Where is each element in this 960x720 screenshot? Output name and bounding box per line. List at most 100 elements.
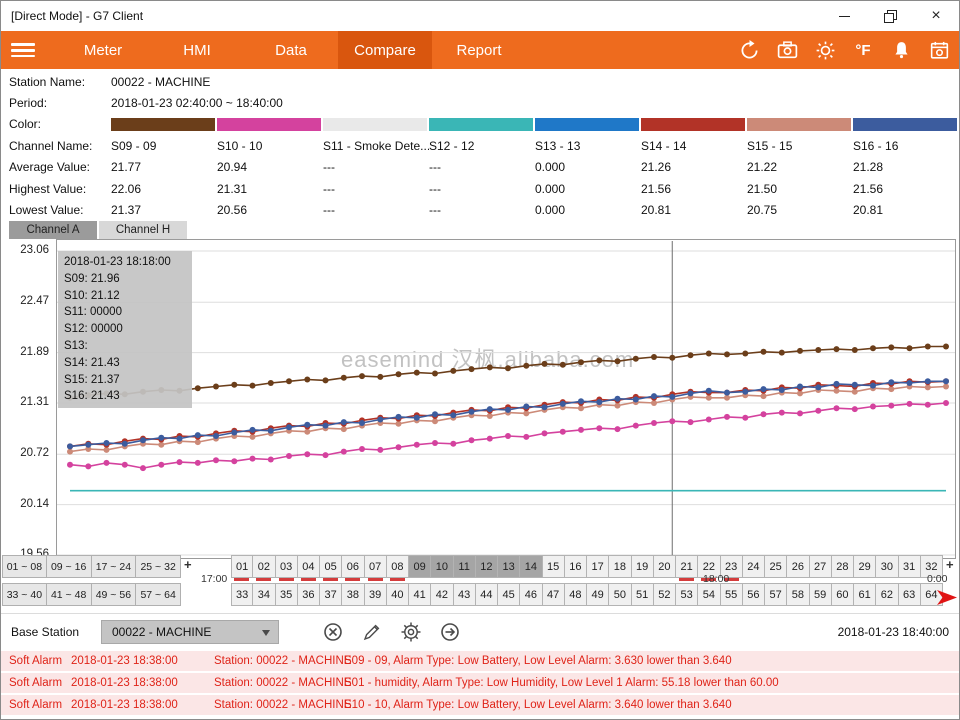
- channel-number-cell[interactable]: 13: [498, 555, 520, 578]
- channel-group-cell[interactable]: 01 ~ 08: [2, 555, 47, 578]
- settings-gear-icon[interactable]: [399, 620, 423, 644]
- channel-color-swatch: [747, 118, 851, 131]
- channel-number-cell[interactable]: 14: [520, 555, 542, 578]
- channel-number-cell[interactable]: 59: [810, 583, 832, 606]
- channel-number-cell[interactable]: 61: [854, 583, 876, 606]
- channel-number-cell[interactable]: 28: [832, 555, 854, 578]
- channel-number-cell[interactable]: 06: [342, 555, 364, 578]
- channel-number-cell[interactable]: 36: [298, 583, 320, 606]
- alarm-row[interactable]: Soft Alarm2018-01-23 18:38:00Station: 00…: [1, 651, 959, 671]
- alarm-record-icon[interactable]: [927, 38, 951, 62]
- channel-number-cell[interactable]: 47: [543, 583, 565, 606]
- expand-left-button[interactable]: +: [184, 557, 192, 572]
- nav-tab-data[interactable]: Data: [244, 31, 338, 69]
- channel-group-cell[interactable]: 25 ~ 32: [136, 555, 181, 578]
- channel-number-cell[interactable]: 38: [342, 583, 364, 606]
- alarm-row[interactable]: Soft Alarm2018-01-23 18:38:00Station: 00…: [1, 673, 959, 693]
- channel-number-cell[interactable]: 46: [520, 583, 542, 606]
- channel-number-cell[interactable]: 19: [632, 555, 654, 578]
- channel-number-cell[interactable]: 49: [587, 583, 609, 606]
- alarm-row[interactable]: Soft Alarm2018-01-23 18:38:00Station: 00…: [1, 695, 959, 715]
- channel-number-cell[interactable]: 03: [276, 555, 298, 578]
- channel-number-cell[interactable]: 27: [810, 555, 832, 578]
- channel-number-cell[interactable]: 26: [787, 555, 809, 578]
- channel-number-cell[interactable]: 12: [476, 555, 498, 578]
- channel-number-cell[interactable]: 44: [476, 583, 498, 606]
- channel-number-cell[interactable]: 42: [431, 583, 453, 606]
- channel-group-cell[interactable]: 41 ~ 48: [47, 583, 92, 606]
- nav-tab-report[interactable]: Report: [432, 31, 526, 69]
- channel-number-cell[interactable]: 52: [654, 583, 676, 606]
- channel-number-cell[interactable]: 21: [676, 555, 698, 578]
- channel-number-cell[interactable]: 37: [320, 583, 342, 606]
- channel-number-cell[interactable]: 01: [231, 555, 253, 578]
- channel-number-cell[interactable]: 48: [565, 583, 587, 606]
- channel-number-cell[interactable]: 17: [587, 555, 609, 578]
- channel-number-cell[interactable]: 24: [743, 555, 765, 578]
- channel-number-cell[interactable]: 33: [231, 583, 253, 606]
- channel-number-cell[interactable]: 55: [721, 583, 743, 606]
- channel-number-cell[interactable]: 53: [676, 583, 698, 606]
- channel-number-cell[interactable]: 31: [899, 555, 921, 578]
- cancel-icon[interactable]: [321, 620, 345, 644]
- channel-number-cell[interactable]: 56: [743, 583, 765, 606]
- channel-number-cell[interactable]: 43: [454, 583, 476, 606]
- channel-number-cell[interactable]: 20: [654, 555, 676, 578]
- channel-number-cell[interactable]: 11: [454, 555, 476, 578]
- channel-number-cell[interactable]: 63: [899, 583, 921, 606]
- channel-group-cell[interactable]: 09 ~ 16: [47, 555, 92, 578]
- channel-number-cell[interactable]: 40: [387, 583, 409, 606]
- channel-number-cell[interactable]: 62: [876, 583, 898, 606]
- channel-number-cell[interactable]: 57: [765, 583, 787, 606]
- nav-tab-hmi[interactable]: HMI: [150, 31, 244, 69]
- channel-number-cell[interactable]: 04: [298, 555, 320, 578]
- fahrenheit-toggle[interactable]: °F: [851, 38, 875, 62]
- channel-number-cell[interactable]: 50: [609, 583, 631, 606]
- channel-number-cell[interactable]: 18: [609, 555, 631, 578]
- close-button[interactable]: ×: [913, 1, 959, 31]
- channel-number-cell[interactable]: 15: [543, 555, 565, 578]
- channel-number-cell[interactable]: 45: [498, 583, 520, 606]
- next-page-arrow-icon[interactable]: [937, 589, 957, 611]
- minimize-button[interactable]: [821, 1, 867, 31]
- apply-arrow-icon[interactable]: [438, 620, 462, 644]
- channel-number-cell[interactable]: 09: [409, 555, 431, 578]
- channel-group-cell[interactable]: 17 ~ 24: [92, 555, 137, 578]
- channel-number-cell[interactable]: 25: [765, 555, 787, 578]
- channel-number-cell[interactable]: 16: [565, 555, 587, 578]
- channel-number-cell[interactable]: 05: [320, 555, 342, 578]
- series-S10-point: [797, 410, 803, 416]
- channel-group-cell[interactable]: 33 ~ 40: [2, 583, 47, 606]
- camera-icon[interactable]: [775, 38, 799, 62]
- channel-number-cell[interactable]: 58: [787, 583, 809, 606]
- brightness-icon[interactable]: [813, 38, 837, 62]
- tooltip-line: S15: 21.37: [64, 372, 186, 389]
- channel-number-cell[interactable]: 29: [854, 555, 876, 578]
- channel-number-cell[interactable]: 10: [431, 555, 453, 578]
- channel-number-cell[interactable]: 08: [387, 555, 409, 578]
- channel-number-cell[interactable]: 60: [832, 583, 854, 606]
- base-station-select[interactable]: 00022 - MACHINE: [101, 620, 279, 644]
- tab-channel-h[interactable]: Channel H: [99, 221, 187, 239]
- channel-number-cell[interactable]: 02: [253, 555, 275, 578]
- notification-bell-icon[interactable]: [889, 38, 913, 62]
- channel-number-cell[interactable]: 30: [876, 555, 898, 578]
- channel-number-cell[interactable]: 35: [276, 583, 298, 606]
- menu-icon[interactable]: [11, 40, 35, 61]
- channel-number-cell[interactable]: 51: [632, 583, 654, 606]
- restore-button[interactable]: [867, 1, 913, 31]
- channel-number-cell[interactable]: 41: [409, 583, 431, 606]
- sync-icon[interactable]: [737, 38, 761, 62]
- nav-tab-meter[interactable]: Meter: [56, 31, 150, 69]
- channel-number-cell[interactable]: 39: [365, 583, 387, 606]
- channel-group-cell[interactable]: 49 ~ 56: [92, 583, 137, 606]
- chart-area[interactable]: easemind 汉枫.alibaba.com 2018-01-23 18:18…: [56, 239, 956, 559]
- edit-pencil-icon[interactable]: [360, 620, 384, 644]
- channel-number-cell[interactable]: 07: [365, 555, 387, 578]
- channel-number-cell[interactable]: 34: [253, 583, 275, 606]
- channel-number-cell[interactable]: 54: [698, 583, 720, 606]
- channel-group-cell[interactable]: 57 ~ 64: [136, 583, 181, 606]
- tab-channel-a[interactable]: Channel A: [9, 221, 97, 239]
- expand-right-button[interactable]: +: [946, 557, 954, 572]
- nav-tab-compare[interactable]: Compare: [338, 31, 432, 69]
